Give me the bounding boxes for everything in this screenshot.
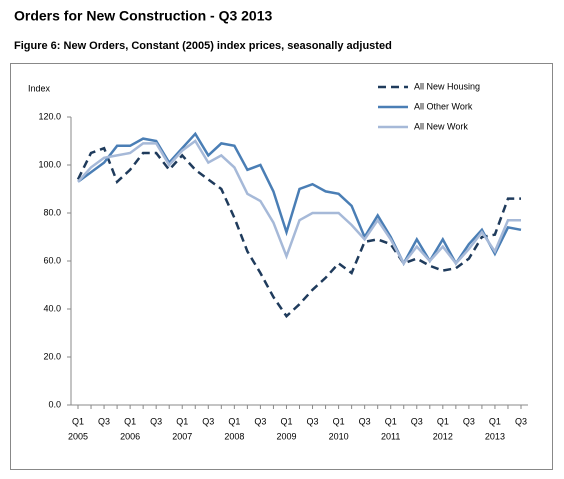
y-tick-label: 120.0 [38, 111, 61, 121]
x-tick-label: Q1 [228, 416, 240, 426]
x-group-label: 2011 [381, 431, 400, 441]
x-group-label: 2005 [68, 431, 88, 441]
x-tick-label: Q3 [254, 416, 266, 426]
x-tick-label: Q3 [411, 416, 423, 426]
x-tick-label: Q3 [202, 416, 214, 426]
y-tick-label: 60.0 [43, 255, 61, 265]
chart-title: Orders for New Construction - Q3 2013 [14, 8, 272, 24]
y-tick-label: 80.0 [43, 207, 61, 217]
x-group-label: 2008 [224, 431, 244, 441]
chart-subtitle: Figure 6: New Orders, Constant (2005) in… [14, 40, 392, 52]
x-group-label: 2009 [276, 431, 296, 441]
x-group-label: 2010 [329, 431, 349, 441]
x-tick-label: Q3 [359, 416, 371, 426]
x-tick-label: Q1 [176, 416, 188, 426]
x-tick-label: Q3 [98, 416, 110, 426]
legend-label: All New Work [414, 121, 468, 131]
x-tick-label: Q1 [437, 416, 449, 426]
series-line [77, 139, 521, 266]
x-group-label: 2006 [120, 431, 140, 441]
x-tick-label: Q3 [463, 416, 475, 426]
legend-label: All New Housing [414, 81, 480, 91]
series-line [76, 146, 521, 319]
x-group-label: 2007 [172, 431, 192, 441]
x-tick-label: Q1 [280, 416, 292, 426]
x-tick-label: Q1 [333, 416, 345, 426]
y-tick-label: 40.0 [43, 303, 61, 313]
x-tick-label: Q1 [124, 416, 136, 426]
x-tick-label: Q1 [489, 416, 501, 426]
y-tick-label: 100.0 [38, 159, 61, 169]
x-tick-label: Q1 [385, 416, 397, 426]
frame [10, 63, 553, 470]
y-tick-label: 20.0 [43, 351, 61, 361]
x-tick-label: Q3 [307, 416, 319, 426]
legend-label: All Other Work [414, 101, 473, 111]
x-tick-label: Q3 [515, 416, 527, 426]
y-tick-label: 0.0 [48, 399, 61, 409]
series-line [77, 131, 522, 267]
x-group-label: 2012 [433, 431, 453, 441]
x-group-label: 2013 [485, 431, 505, 441]
y-axis-label: Index [28, 83, 51, 93]
x-tick-label: Q1 [72, 416, 84, 426]
x-tick-label: Q3 [150, 416, 162, 426]
